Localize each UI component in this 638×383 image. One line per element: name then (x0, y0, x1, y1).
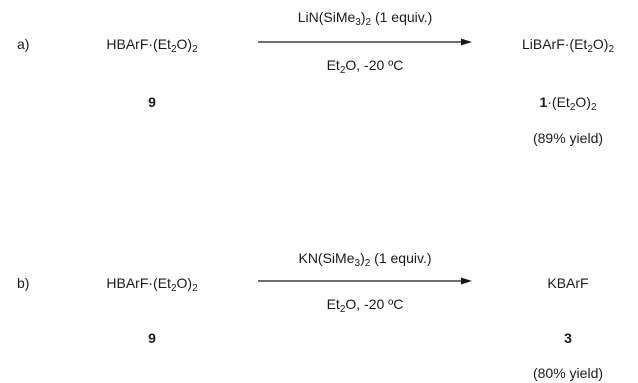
scheme-a-reactant-number: 9 (148, 94, 156, 110)
reaction-arrow-b (258, 277, 472, 285)
scheme-a-conditions: Et2O, -20 ºC (326, 57, 404, 76)
scheme-b-product-yield: (80% yield) (532, 365, 604, 381)
scheme-b-reactant-number: 9 (148, 330, 156, 346)
scheme-a-label: a) (17, 36, 30, 52)
scheme-b-product-number: 3 (564, 330, 572, 346)
scheme-b-product-formula: KBArF (547, 275, 589, 291)
scheme-b-reactant-formula: HBArF·(Et2O)2 (106, 275, 198, 294)
scheme-b-conditions: Et2O, -20 ºC (326, 296, 404, 315)
scheme-a-product-yield: (89% yield) (532, 130, 604, 146)
scheme-b-label: b) (17, 275, 30, 291)
scheme-a-product-formula: LiBArF·(Et2O)2 (521, 36, 615, 55)
reaction-arrow-a (258, 38, 472, 46)
scheme-a-product-number: 1·(Et2O)2 (539, 94, 597, 113)
scheme-a-reactant-formula: HBArF·(Et2O)2 (106, 36, 198, 55)
scheme-b-reagent: KN(SiMe3)2 (1 equiv.) (298, 250, 432, 269)
scheme-a-reagent: LiN(SiMe3)2 (1 equiv.) (297, 9, 433, 28)
